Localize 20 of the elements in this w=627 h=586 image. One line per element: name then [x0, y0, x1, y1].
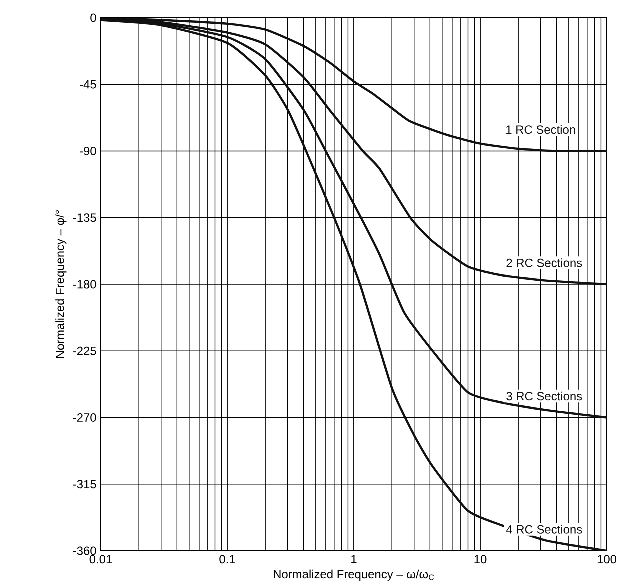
x-tick-label: 10 — [474, 555, 487, 564]
y-tick-label: -90 — [80, 147, 96, 156]
x-tick-label: 0.01 — [90, 555, 112, 564]
y-tick-label: -360 — [73, 546, 96, 556]
series-label: 1 RC Section — [506, 125, 576, 134]
x-axis-title: Normalized Frequency – ω/ω$_{C}$ — [274, 570, 434, 581]
y-tick-label: -180 — [73, 280, 96, 289]
series-label: 2 RC Sections — [506, 258, 582, 268]
x-tick-label: 1 — [352, 555, 357, 564]
y-tick-label: 0 — [90, 14, 96, 22]
y-tick-label: -45 — [80, 80, 96, 89]
x-tick-label: 100 — [598, 555, 617, 564]
series-label: 4 RC Sections — [506, 525, 582, 534]
y-axis-title: Normalized Frequency – φ/° — [56, 210, 67, 358]
y-tick-label: -270 — [73, 414, 96, 422]
series-label: 3 RC Sections — [506, 392, 582, 401]
y-tick-label: -225 — [73, 346, 96, 356]
y-tick-label: -315 — [73, 480, 96, 489]
x-tick-label: 0.1 — [220, 555, 236, 564]
y-tick-label: -135 — [73, 214, 96, 222]
